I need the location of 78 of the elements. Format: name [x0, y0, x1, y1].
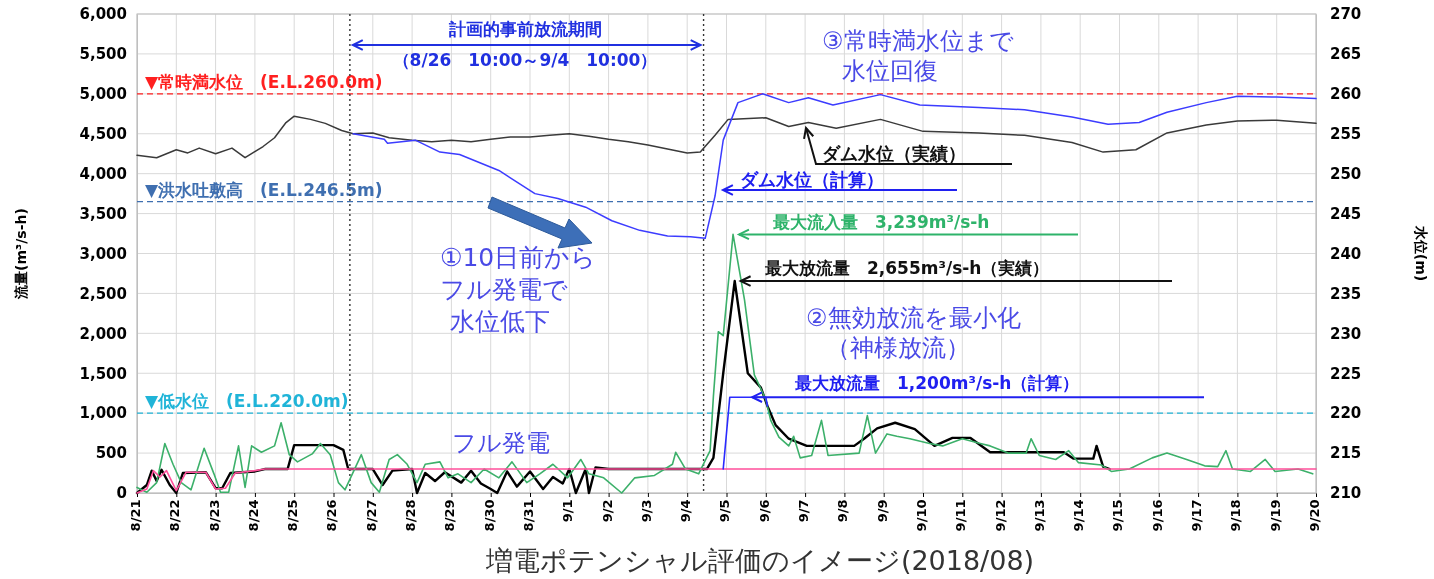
- y2-tick-label: 235: [1330, 284, 1362, 303]
- x-tick-label: 8/21: [127, 499, 143, 532]
- x-tick-label: 9/13: [1031, 499, 1047, 532]
- y2-axis-title: 水位(m): [1413, 224, 1429, 282]
- x-tick-label: 9/12: [992, 499, 1008, 532]
- x-tick-label: 9/10: [913, 499, 929, 532]
- y2-tick-label: 230: [1330, 324, 1362, 343]
- y2-tick-label: 225: [1330, 364, 1362, 383]
- x-tick-label: 9/19: [1267, 499, 1283, 532]
- x-tick-label: 9/15: [1110, 499, 1126, 532]
- x-tick-label: 9/14: [1071, 499, 1087, 532]
- x-tick-label: 9/2: [599, 499, 615, 523]
- annotation: ①10日前から: [440, 243, 597, 272]
- y-tick-label: 4,000: [79, 164, 127, 183]
- x-tick-label: 9/20: [1306, 499, 1322, 532]
- x-tick-label: 9/16: [1149, 499, 1165, 532]
- annotation: （8/26 10:00～9/4 10:00）: [392, 50, 658, 70]
- x-tick-label: 9/11: [953, 499, 969, 532]
- y2-tick-label: 215: [1330, 444, 1362, 463]
- y-tick-label: 3,500: [79, 204, 127, 223]
- annotation: ③常時満水位まで: [822, 27, 1014, 55]
- y2-tick-label: 255: [1330, 125, 1362, 144]
- x-tick-label: 8/24: [245, 499, 261, 532]
- ref-line-label: ▼洪水吐敷高 (E.L.246.5m): [145, 179, 383, 200]
- annotation: 最大流入量 3,239m³/s-h: [772, 212, 990, 233]
- annotation: フル発電で: [440, 275, 568, 304]
- series-label: ダム水位（実績）: [822, 143, 966, 164]
- y-tick-label: 500: [95, 444, 127, 463]
- x-tick-label: 8/29: [442, 499, 458, 532]
- y2-tick-label: 240: [1330, 244, 1362, 263]
- x-tick-label: 8/26: [324, 499, 340, 532]
- x-tick-label: 9/8: [835, 499, 851, 523]
- x-tick-label: 9/1: [560, 499, 576, 523]
- x-tick-label: 9/3: [638, 499, 654, 523]
- x-tick-label: 9/9: [874, 499, 890, 523]
- ref-line-label: ▼常時満水位 (E.L.260.0m): [145, 71, 383, 92]
- y-tick-label: 1,500: [79, 364, 127, 383]
- x-tick-label: 9/18: [1228, 499, 1244, 532]
- x-tick-label: 8/25: [285, 499, 301, 532]
- x-tick-label: 8/30: [481, 499, 497, 532]
- y-tick-label: 5,000: [79, 85, 127, 104]
- y-axis-title: 流量(m³/s-h): [13, 208, 29, 300]
- y-tick-label: 0: [116, 484, 127, 503]
- y2-tick-label: 245: [1330, 204, 1362, 223]
- y-tick-label: 2,500: [79, 284, 127, 303]
- x-tick-label: 8/22: [167, 499, 183, 532]
- annotation: 計画的事前放流期間: [447, 19, 602, 39]
- y-tick-label: 5,500: [79, 45, 127, 64]
- y2-tick-label: 210: [1330, 484, 1362, 503]
- x-tick-label: 8/23: [206, 499, 222, 532]
- x-tick-label: 8/31: [520, 499, 536, 532]
- y-tick-label: 4,500: [79, 125, 127, 144]
- y2-tick-label: 265: [1330, 45, 1362, 64]
- annotation: 水位回復: [842, 57, 938, 85]
- y-tick-label: 1,000: [79, 404, 127, 423]
- y-tick-label: 3,000: [79, 244, 127, 263]
- y2-tick-label: 220: [1330, 404, 1362, 423]
- annotation: ②無効放流を最小化: [806, 304, 1021, 332]
- annotation: フル発電: [452, 429, 550, 457]
- x-tick-label: 9/6: [756, 499, 772, 523]
- ref-line-label: ▼低水位 (E.L.220.0m): [145, 391, 349, 412]
- annotation: 最大放流量 2,655m³/s-h（実績）: [764, 258, 1050, 279]
- x-tick-label: 9/4: [678, 499, 694, 523]
- annotation: （神様放流）: [826, 334, 970, 362]
- annotation: 最大放流量 1,200m³/s-h（計算）: [794, 373, 1080, 394]
- y-tick-label: 6,000: [79, 5, 127, 24]
- y2-tick-label: 250: [1330, 164, 1362, 183]
- series-label: ダム水位（計算）: [740, 169, 884, 190]
- x-tick-label: 9/5: [717, 499, 733, 523]
- y-tick-label: 2,000: [79, 324, 127, 343]
- text: 増電ポテンシャル評価のイメージ(2018/08): [484, 545, 1035, 576]
- y2-tick-label: 260: [1330, 85, 1362, 104]
- x-tick-label: 9/17: [1189, 499, 1205, 532]
- annotation: 水位低下: [450, 307, 550, 336]
- y2-tick-label: 270: [1330, 5, 1362, 24]
- x-tick-label: 9/7: [796, 499, 812, 523]
- x-tick-label: 8/28: [403, 499, 419, 532]
- x-tick-label: 8/27: [363, 499, 379, 532]
